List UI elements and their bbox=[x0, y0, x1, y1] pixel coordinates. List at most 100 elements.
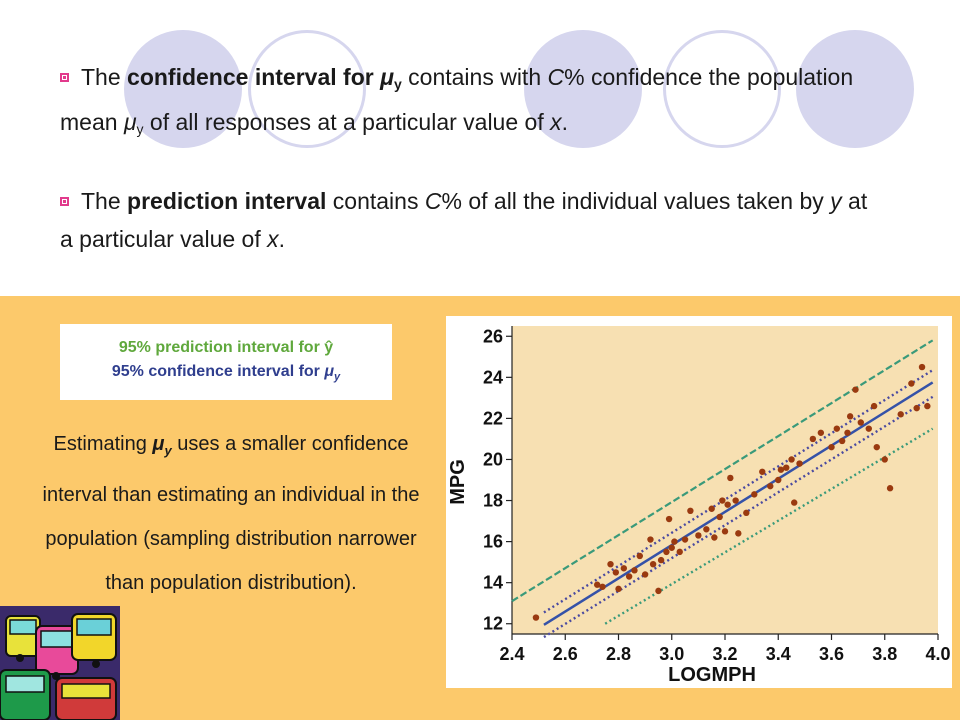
data-point bbox=[735, 530, 742, 537]
data-point bbox=[897, 411, 904, 418]
data-point bbox=[759, 468, 766, 475]
y-tick-label: 18 bbox=[483, 491, 503, 511]
legend-confidence-label: 95% confidence interval for μy bbox=[111, 363, 341, 384]
data-point bbox=[886, 485, 894, 492]
interval-lines bbox=[511, 339, 934, 639]
scatter-chart: 2.4 2.6 2.8 3.0 3.2 3.4 3.6 3.8 4.0 12 14 16 18 20 22 2… bbox=[447, 326, 951, 686]
data-point bbox=[844, 429, 851, 436]
data-point bbox=[649, 560, 657, 568]
data-point bbox=[615, 585, 622, 593]
data-point bbox=[833, 425, 841, 432]
data-point bbox=[703, 526, 710, 533]
data-point bbox=[671, 538, 678, 545]
data-point bbox=[767, 482, 774, 490]
x-tick-label: 3.6 bbox=[819, 644, 844, 664]
data-point bbox=[721, 528, 729, 535]
illustration-area: 95% prediction interval for ŷ 95% confid… bbox=[0, 296, 960, 720]
data-point bbox=[647, 536, 654, 543]
interval-legend: 95% prediction interval for ŷ 95% confid… bbox=[60, 324, 392, 400]
data-point bbox=[655, 587, 662, 595]
data-point bbox=[852, 386, 859, 393]
prediction-upper-line bbox=[511, 339, 934, 603]
data-point bbox=[828, 443, 835, 451]
data-point bbox=[865, 425, 872, 432]
prediction-lower-line bbox=[604, 427, 934, 625]
data-point bbox=[607, 560, 614, 568]
y-tick-label: 12 bbox=[483, 614, 503, 634]
x-tick-label: 4.0 bbox=[925, 644, 950, 664]
plot-area bbox=[512, 326, 938, 634]
slide-text-area: The confidence interval for μy contains … bbox=[0, 0, 960, 296]
decor-ring-2 bbox=[663, 30, 781, 148]
x-tick-label: 3.2 bbox=[712, 644, 737, 664]
decor-circle-3 bbox=[796, 30, 914, 148]
data-point bbox=[870, 402, 878, 410]
y-tick-label: 20 bbox=[483, 449, 503, 469]
confidence-lower-line bbox=[543, 395, 934, 639]
data-point bbox=[913, 404, 920, 412]
axis-ticks: 2.4 2.6 2.8 3.0 3.2 3.4 3.6 3.8 4.0 12 14 16 18 20 22 2… bbox=[483, 326, 951, 664]
data-point bbox=[687, 507, 694, 514]
data-point bbox=[665, 515, 673, 523]
x-tick-label: 3.0 bbox=[659, 644, 684, 664]
data-point bbox=[791, 499, 798, 506]
data-point bbox=[676, 548, 683, 556]
data-point bbox=[599, 583, 606, 590]
bullet-icon bbox=[60, 73, 69, 82]
data-point bbox=[788, 456, 795, 463]
data-point bbox=[881, 456, 888, 463]
data-point bbox=[873, 443, 880, 451]
data-point bbox=[796, 460, 803, 467]
data-point bbox=[846, 413, 854, 420]
data-point bbox=[918, 363, 926, 371]
data-point bbox=[743, 509, 750, 517]
data-point bbox=[732, 497, 739, 504]
data-point bbox=[620, 565, 628, 572]
data-point bbox=[625, 573, 633, 580]
bullet-confidence-interval: The confidence interval for μy contains … bbox=[60, 64, 854, 137]
data-point bbox=[663, 548, 670, 556]
data-point bbox=[681, 536, 689, 543]
x-tick-label: 2.4 bbox=[499, 644, 524, 664]
decor-circle-1 bbox=[124, 30, 242, 148]
y-axis-label: MPG bbox=[447, 459, 469, 505]
data-point bbox=[631, 567, 638, 574]
data-point bbox=[708, 505, 715, 512]
data-point bbox=[751, 491, 758, 498]
data-point bbox=[727, 474, 734, 482]
data-point bbox=[817, 429, 825, 436]
y-tick-label: 16 bbox=[483, 532, 503, 552]
data-point bbox=[532, 614, 540, 621]
data-point bbox=[716, 513, 723, 521]
decor-ring-1 bbox=[248, 30, 366, 148]
data-point bbox=[777, 466, 785, 473]
data-point bbox=[838, 437, 846, 445]
x-tick-label: 3.8 bbox=[872, 644, 897, 664]
decor-circle-2 bbox=[524, 30, 642, 148]
data-point bbox=[775, 476, 782, 484]
x-tick-label: 3.4 bbox=[766, 644, 791, 664]
data-point bbox=[594, 581, 601, 588]
data-point bbox=[809, 435, 817, 443]
data-point bbox=[641, 571, 649, 578]
data-point bbox=[857, 419, 864, 426]
data-point bbox=[783, 464, 790, 471]
y-tick-label: 26 bbox=[483, 326, 503, 346]
data-point bbox=[711, 534, 718, 541]
traffic-cars-image bbox=[0, 606, 120, 720]
data-point bbox=[668, 544, 675, 551]
legend-prediction-label: 95% prediction interval for ŷ bbox=[118, 339, 334, 356]
bullet-icon bbox=[60, 197, 69, 206]
confidence-upper-line bbox=[543, 369, 934, 614]
data-points bbox=[532, 363, 931, 621]
data-point bbox=[636, 552, 643, 560]
data-point bbox=[908, 380, 915, 387]
explanation-text: Estimating μy uses a smaller confidence … bbox=[42, 433, 420, 594]
data-point bbox=[657, 556, 665, 564]
data-point bbox=[924, 402, 931, 410]
bullet-prediction-interval: The prediction interval contains C% of a… bbox=[60, 188, 868, 252]
x-axis-label: LOGMPH bbox=[668, 664, 756, 686]
x-tick-label: 2.6 bbox=[553, 644, 578, 664]
data-point bbox=[612, 569, 620, 576]
regression-line bbox=[543, 381, 934, 626]
